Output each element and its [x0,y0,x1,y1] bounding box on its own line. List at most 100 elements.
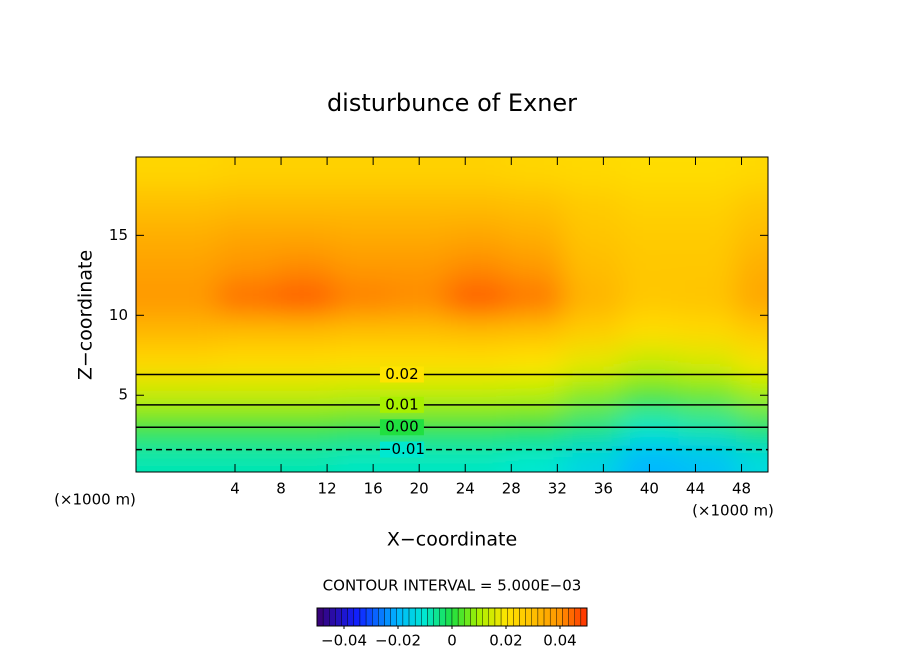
field-cell [447,251,507,284]
colorbar-segment [378,607,385,627]
colorbar-segment [464,607,471,627]
field-cell [136,157,219,188]
colorbar-segment [457,607,465,627]
colorbar-segment [549,607,557,627]
field-cell [136,283,219,316]
x-tick-label: 4 [230,480,240,498]
field-cell [620,315,679,348]
contour-label-bg [379,419,424,436]
colorbar-segment [329,607,336,627]
y-axis-label: Z−coordinate [75,250,97,380]
y-tick-label: 10 [109,306,128,324]
colorbar-tick-label: −0.02 [375,632,421,650]
colorbar-segment [445,607,453,627]
field-cell [275,379,334,412]
x-unit-left: (×1000 m) [54,491,136,509]
field-cell [136,251,219,284]
colorbar-tick-label: 0 [447,632,457,650]
field-cell [275,219,334,252]
colorbar-segment [482,607,490,627]
colorbar-segment [580,607,588,627]
colorbar-segment [433,607,440,627]
field-cell [505,315,564,348]
field-cell [275,443,334,472]
field-cell [678,443,737,472]
x-unit-right: (×1000 m) [692,502,774,520]
colorbar-segment [543,607,551,627]
x-tick-label: 8 [276,480,286,498]
colorbar-segment [470,607,477,627]
colorbar-segment [519,607,526,627]
contour-interval: CONTOUR INTERVAL = 5.000E−03 [323,577,582,595]
field-cell [217,219,276,252]
colorbar-segment [347,607,355,627]
field-cell [678,219,737,252]
x-tick-label: 12 [318,480,337,498]
field-cell [447,315,507,348]
field-cell [447,157,507,188]
field-cell [217,251,276,284]
chart-title: disturbunce of Exner [327,89,577,117]
colorbar-segment [365,607,373,627]
field-cell [217,379,276,412]
field-cell [447,187,507,220]
field-cell [735,157,768,188]
field-cell [620,283,679,316]
field-cell [678,315,737,348]
field-cell [678,283,737,316]
colorbar-segment [574,607,582,627]
field-cell [678,157,737,188]
contour-label: 0.01 [385,395,418,413]
colorbar-segment [421,607,428,627]
colorbar-segment [414,607,422,627]
colorbar-segment [488,607,496,627]
field-cell [563,283,622,316]
x-tick-label: 32 [548,480,567,498]
colorbar-segment [439,607,447,627]
field-cell [563,443,622,472]
contour-label: 0.00 [385,418,418,436]
field-cell [505,283,564,316]
x-tick-label: 28 [502,480,521,498]
x-tick-label: 20 [410,480,429,498]
colorbar-segment [562,607,569,627]
contour-label-bg [379,396,424,413]
colorbar-segment [335,607,342,627]
field-cell [735,315,768,348]
field-cell [735,251,768,284]
colorbar-segment [402,607,410,627]
field-cell [505,251,564,284]
colorbar-segment [408,607,416,627]
y-tick-label: 5 [118,386,128,404]
contour-label: −0.01 [379,440,425,458]
x-tick-label: 16 [364,480,383,498]
field-cell [735,283,768,316]
colorbar: −0.04 −0.02 0 0.02 0.04 [316,607,588,650]
contour-label-bg [379,366,424,383]
colorbar-segment [525,607,532,627]
x-tick-label: 40 [640,480,659,498]
field-cell [678,187,737,220]
x-tick-label: 24 [456,480,475,498]
x-tick-label: 44 [686,480,705,498]
field-cell [678,379,737,412]
field-cell [563,187,622,220]
field-cell [735,379,768,412]
contour-label: 0.02 [385,365,418,383]
field-cell [217,187,276,220]
field-cell [735,219,768,252]
contour-field [136,157,768,472]
contour-label-bg [379,441,424,458]
field-cell [563,315,622,348]
field-cell [390,315,449,348]
field-cell [447,443,507,472]
field-cell [620,379,679,412]
field-cell [390,187,449,220]
field-cell [505,187,564,220]
field-cell [332,157,391,188]
colorbar-segment [476,607,483,627]
field-cell [390,219,449,252]
field-cell [136,187,219,220]
colorbar-segment [341,607,348,627]
